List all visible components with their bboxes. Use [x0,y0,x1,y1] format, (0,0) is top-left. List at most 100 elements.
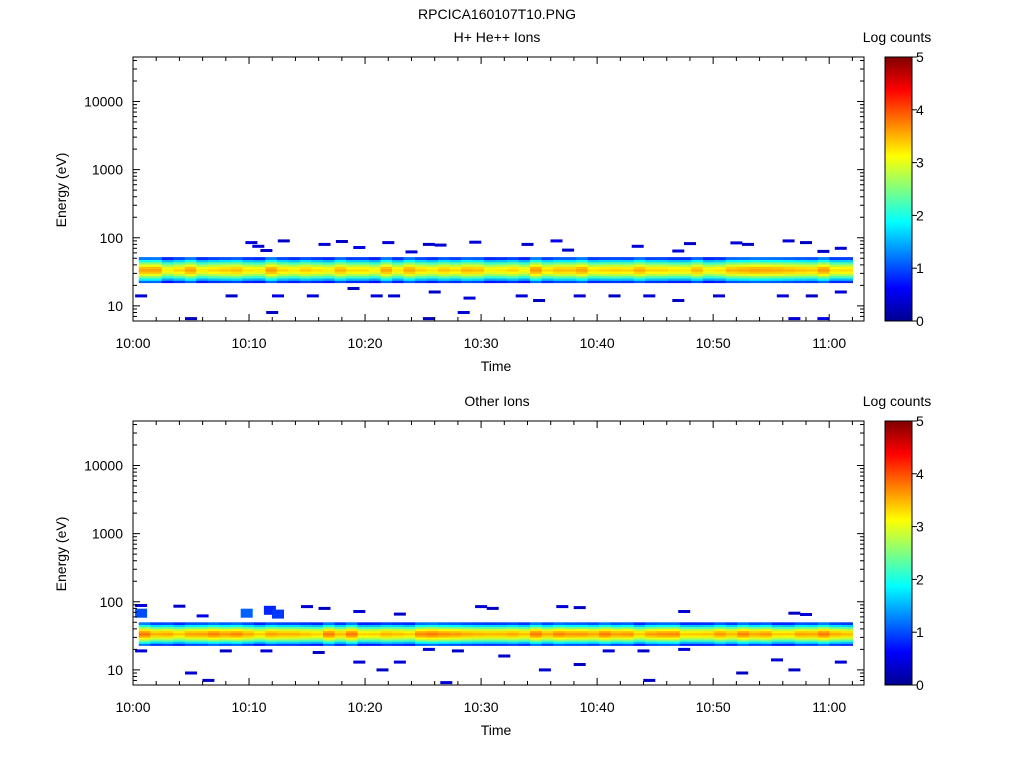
spectrogram-cell [771,630,784,634]
spectrogram-cell [346,275,359,279]
spectrogram-cell [196,624,209,628]
spectrogram-cell [242,643,255,646]
spectrogram-cell [219,277,232,281]
spectrogram-cell [817,273,830,277]
spectrogram-cell [794,271,807,274]
spectrogram-cell [553,264,566,267]
spectrogram-cell [369,632,382,636]
panel-title: H+ He++ Ions [454,29,541,45]
spectrogram-cell [461,264,474,267]
spectrogram-cell [472,257,485,260]
spectrogram-cell [392,626,405,630]
spectrogram-cell [184,634,197,638]
spectrogram-cell [346,628,359,632]
spectrogram-cell [219,624,232,628]
spectrogram-cell [760,622,773,625]
spectrogram-cell [265,266,278,270]
spectrogram-cell [714,641,727,644]
spectrogram-cell [357,630,370,634]
spectrogram-cell [484,271,497,274]
sparse-count-cell [306,294,319,298]
spectrogram-cell [829,624,842,628]
spectrogram-cell [150,626,163,630]
spectrogram-cell [426,268,439,272]
spectrogram-cell [219,636,232,640]
spectrogram-cell [472,264,485,267]
spectrogram-cell [461,624,474,628]
spectrogram-cell [518,261,531,265]
spectrogram-cell [656,280,669,284]
spectrogram-cell [276,630,289,634]
spectrogram-cell [253,264,266,267]
spectrogram-cell [346,639,359,642]
spectrogram-cell [541,634,554,638]
spectrogram-cell [230,641,243,644]
spectrogram-cell [426,628,439,632]
spectrogram-cell [299,259,312,263]
spectrogram-cell [679,626,692,630]
spectrogram-cell [702,622,715,625]
spectrogram-cell [691,271,704,274]
spectrogram-cell [484,268,497,272]
spectrogram-cell [610,257,623,260]
spectrogram-cell [553,636,566,640]
spectrogram-cell [311,628,324,632]
spectrogram-cell [599,271,612,274]
spectrogram-cell [691,643,704,646]
spectrogram-cell [230,624,243,628]
spectrogram-cell [196,643,209,646]
spectrogram-cell [702,280,715,284]
spectrogram-cell [173,257,186,260]
spectrogram-cell [633,266,646,270]
spectrogram-cell [184,268,197,272]
spectrogram-cell [645,636,658,640]
sparse-count-cell [252,244,265,248]
spectrogram-cell [265,634,278,638]
spectrogram-cell [771,632,784,636]
sparse-count-cell [353,610,366,613]
spectrogram-cell [794,275,807,279]
spectrogram-cell [161,259,174,263]
spectrogram-cell [702,636,715,640]
spectrogram-cell [161,277,174,281]
spectrogram-cell [829,636,842,640]
spectrogram-cell [184,273,197,277]
spectrogram-cell [403,259,416,263]
spectrogram-cell [184,628,197,632]
spectrogram-cell [334,626,347,630]
spectrogram-cell [530,622,543,625]
spectrogram-cell [438,259,451,263]
sparse-count-cell [335,240,348,243]
x-tick-label: 11:00 [812,699,846,715]
spectrogram-cell [817,277,830,281]
spectrogram-cell [564,275,577,279]
spectrogram-cell [610,634,623,638]
spectrogram-cell [668,280,681,284]
spectrogram-cell [138,634,151,638]
spectrogram-cell [415,259,428,263]
spectrogram-cell [794,277,807,281]
spectrogram-cell [196,271,209,274]
spectrogram-cell [438,639,451,642]
spectrogram-cell [219,271,232,274]
spectrogram-cell [265,264,278,267]
spectrogram-cell [553,630,566,634]
spectrogram-cell [415,632,428,636]
spectrogram-cell [161,273,174,277]
spectrogram-cell [656,636,669,640]
colorbar-tick-label: 5 [916,413,924,429]
spectrogram-cell [725,643,738,646]
spectrogram-cell [771,280,784,284]
spectrogram-cell [242,266,255,270]
spectrogram-cell [691,257,704,260]
spectrogram-cell [518,264,531,267]
spectrogram-cell [495,271,508,274]
spectrogram-cell [253,261,266,265]
spectrogram-cell [633,626,646,630]
spectrogram-cell [415,275,428,279]
spectrogram-cell [679,639,692,642]
spectrogram-cell [622,275,635,279]
spectrogram-cell [530,636,543,640]
spectrogram-cell [276,257,289,260]
